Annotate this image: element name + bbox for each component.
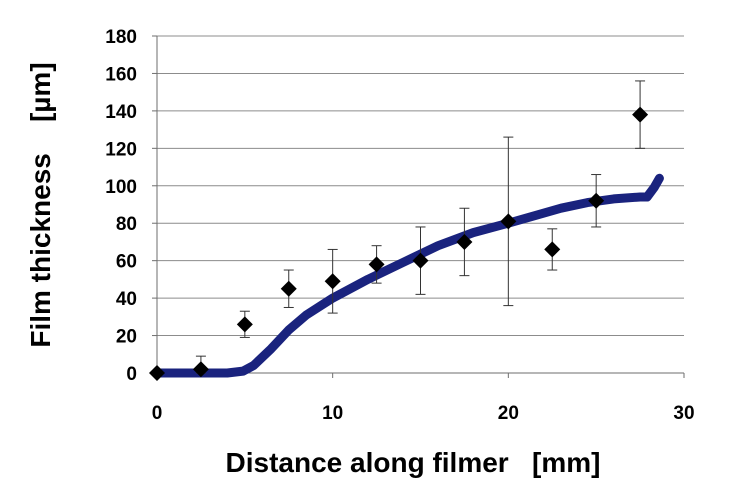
data-point-diamond: [588, 192, 605, 209]
y-tick-labels: 0 20 40 60 80 100 120 140 160 180: [105, 27, 137, 385]
data-point-diamond: [456, 233, 473, 250]
y-tick-label: 60: [116, 252, 137, 273]
y-tick-label: 160: [105, 64, 137, 85]
x-tick-label: 20: [498, 403, 519, 424]
y-tick-label: 0: [126, 364, 137, 385]
y-tick-label: 40: [116, 289, 137, 310]
data-point-diamond: [280, 280, 297, 297]
data-point-diamond: [324, 273, 341, 290]
y-tick-label: 20: [116, 327, 137, 348]
data-point-diamond: [236, 316, 253, 333]
x-axis-title: Distance along filmer [mm]: [226, 447, 601, 478]
data-point-diamond: [500, 213, 517, 230]
data-point-diamond: [192, 361, 209, 378]
y-tick-label: 120: [105, 139, 137, 160]
error-bars: [195, 80, 646, 374]
y-tick-label: 180: [105, 27, 137, 48]
data-point-diamond: [368, 256, 385, 273]
data-point-diamond: [544, 241, 561, 258]
x-tick-labels: 0 10 20 30: [152, 403, 695, 424]
y-tick-label: 80: [116, 214, 137, 235]
model-curve: [152, 173, 664, 378]
y-tick-label: 140: [105, 102, 137, 123]
x-tick-label: 30: [673, 403, 694, 424]
data-point-diamond: [149, 365, 165, 381]
axes: [152, 35, 685, 378]
x-tick-label: 10: [322, 403, 343, 424]
data-point-diamond: [412, 252, 429, 269]
grid-lines: [157, 35, 684, 337]
x-tick-label: 0: [152, 403, 163, 424]
data-points: [149, 106, 649, 381]
y-axis-title: Film thickness [µm]: [25, 62, 56, 347]
model-curve-line: [152, 173, 664, 378]
y-tick-label: 100: [105, 177, 137, 198]
data-point-diamond: [632, 106, 649, 123]
